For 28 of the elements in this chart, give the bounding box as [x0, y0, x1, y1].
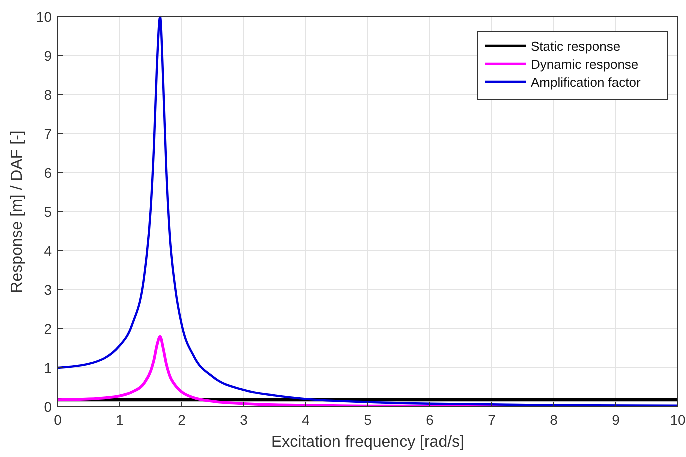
y-tick-label: 10: [36, 9, 52, 25]
x-tick-label: 1: [116, 412, 124, 428]
y-tick-label: 4: [44, 243, 52, 259]
x-tick-label: 2: [178, 412, 186, 428]
x-tick-label: 5: [364, 412, 372, 428]
x-tick-label: 4: [302, 412, 310, 428]
legend-label: Dynamic response: [531, 57, 639, 72]
x-tick-label: 9: [612, 412, 620, 428]
x-tick-label: 6: [426, 412, 434, 428]
x-axis-title: Excitation frequency [rad/s]: [272, 434, 464, 451]
y-tick-label: 5: [44, 204, 52, 220]
legend-label: Static response: [531, 39, 621, 54]
legend-label: Amplification factor: [531, 75, 642, 90]
x-tick-label: 3: [240, 412, 248, 428]
y-tick-label: 0: [44, 399, 52, 415]
y-axis-title: Response [m] / DAF [-]: [9, 130, 26, 294]
line-series: [58, 16, 678, 407]
y-tick-label: 9: [44, 48, 52, 64]
y-tick-label: 3: [44, 282, 52, 298]
y-tick-label: 6: [44, 165, 52, 181]
y-tick-label: 7: [44, 126, 52, 142]
x-tick-label: 10: [670, 412, 686, 428]
y-tick-label: 1: [44, 360, 52, 376]
x-tick-label: 7: [488, 412, 496, 428]
y-tick-label: 2: [44, 321, 52, 337]
y-tick-label: 8: [44, 87, 52, 103]
x-tick-label: 0: [54, 412, 62, 428]
x-tick-label: 8: [550, 412, 558, 428]
